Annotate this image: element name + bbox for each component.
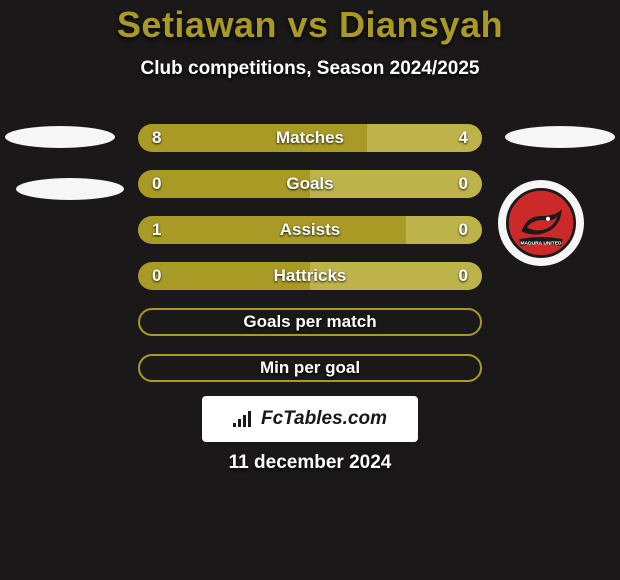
- subtitle: Club competitions, Season 2024/2025: [0, 58, 620, 80]
- stat-row: 00Goals: [138, 170, 482, 198]
- stat-row: 84Matches: [138, 124, 482, 152]
- stat-label: Min per goal: [138, 354, 482, 382]
- stat-row: Goals per match: [138, 308, 482, 336]
- stat-label: Matches: [138, 124, 482, 152]
- player-right-avatar: [505, 126, 615, 148]
- stat-label: Goals per match: [138, 308, 482, 336]
- brand-badge[interactable]: FcTables.com: [202, 396, 418, 442]
- stats-bars: 84Matches 00Goals 10Assists 00Hattricks Goal…: [138, 124, 482, 400]
- comparison-card: Setiawan vs Diansyah Club competitions, …: [0, 0, 620, 580]
- snapshot-date: 11 december 2024: [0, 452, 620, 474]
- svg-text:MADURA UNITED: MADURA UNITED: [520, 241, 562, 247]
- stat-row: 10Assists: [138, 216, 482, 244]
- stat-label: Goals: [138, 170, 482, 198]
- stat-label: Assists: [138, 216, 482, 244]
- club-logo-right: MADURA UNITED: [498, 180, 584, 266]
- stat-row: 00Hattricks: [138, 262, 482, 290]
- madura-united-logo-icon: MADURA UNITED: [506, 188, 576, 258]
- brand-text: FcTables.com: [261, 408, 387, 430]
- player-left-avatar: [5, 126, 115, 148]
- player-left-avatar-shadow: [16, 178, 124, 200]
- brand-signal-icon: [233, 411, 255, 427]
- page-title: Setiawan vs Diansyah: [0, 4, 620, 46]
- stat-row: Min per goal: [138, 354, 482, 382]
- stat-label: Hattricks: [138, 262, 482, 290]
